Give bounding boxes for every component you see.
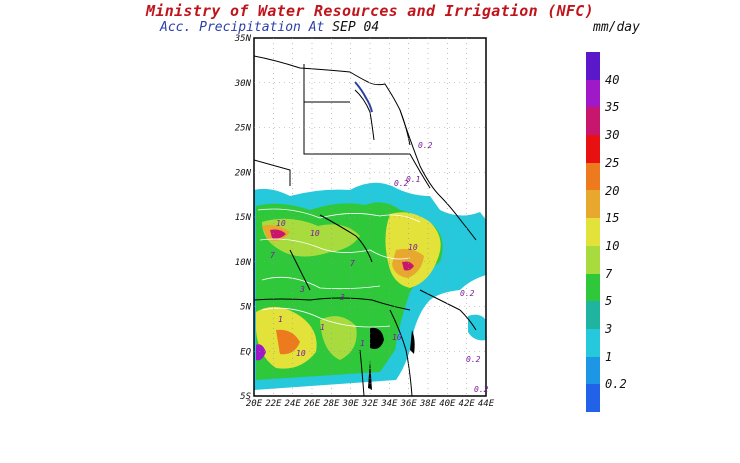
legend-level-label: 5 xyxy=(605,294,613,309)
lon-label: 44E xyxy=(478,399,495,409)
subtitle-date: SEP 04 xyxy=(332,20,380,35)
lake-tanganyika xyxy=(368,360,372,390)
contour-label: 0.2 xyxy=(460,289,475,298)
lon-label: 40E xyxy=(439,399,456,409)
lon-label: 28E xyxy=(323,399,340,409)
legend-level-label: 15 xyxy=(605,211,620,226)
lat-label: 15N xyxy=(235,213,252,223)
precip-area-core-west xyxy=(270,229,286,239)
lon-label: 36E xyxy=(400,399,418,409)
precipitation-legend xyxy=(586,52,600,412)
lon-label: 20E xyxy=(246,399,263,409)
lat-label: 30N xyxy=(234,79,252,89)
map-subtitle: Acc. Precipitation At SEP 04 xyxy=(160,20,379,35)
contour-label: 10 xyxy=(296,349,306,358)
legend-level-label: 20 xyxy=(605,183,620,198)
contour-label: 10 xyxy=(408,243,418,252)
subtitle-label: Acc. Precipitation xyxy=(160,20,301,35)
contour-label: 1 xyxy=(320,323,325,332)
lake-turkana xyxy=(410,330,415,354)
legend-swatch xyxy=(586,328,600,357)
lon-label: 30E xyxy=(342,399,360,409)
legend-swatch xyxy=(586,384,600,412)
legend-level-label: 10 xyxy=(605,238,620,253)
legend-level-label: 30 xyxy=(605,128,620,143)
precip-area-orange-south xyxy=(276,329,300,355)
precip-area-purple xyxy=(256,344,266,361)
contour-label: 1 xyxy=(360,339,365,348)
legend-level-label: 35 xyxy=(605,100,620,115)
contour-lines xyxy=(257,208,421,328)
legend-swatch xyxy=(586,79,600,108)
legend-swatch xyxy=(586,245,600,274)
legend-level-label: 25 xyxy=(605,155,620,170)
contour-label: 7 xyxy=(270,251,275,260)
contour-label: 7 xyxy=(350,259,355,268)
lat-label: 10N xyxy=(235,258,252,268)
contour-label: 0.2 xyxy=(418,141,433,150)
legend-level-label: 1 xyxy=(605,349,613,364)
longitude-labels: 20E 22E 24E 26E 28E 30E 32E 34E 36E 38E 40E 42E 44E xyxy=(246,399,495,409)
lake-victoria xyxy=(370,327,384,349)
precip-area-lightgreen-2 xyxy=(320,316,357,360)
contour-label: 3 xyxy=(299,285,305,294)
legend-level-label: 0.2 xyxy=(605,377,627,392)
gridlines xyxy=(254,38,486,396)
lon-label: 42E xyxy=(459,399,476,409)
contour-label: 10 xyxy=(310,229,320,238)
latitude-labels: 35N 30N 25N 20N 15N 10N 5N EQ 5S xyxy=(234,34,252,402)
legend-swatch xyxy=(586,107,600,136)
contour-label: 0.2 xyxy=(466,355,481,364)
lon-label: 32E xyxy=(361,399,379,409)
legend-level-label: 40 xyxy=(605,72,620,87)
legend-swatch xyxy=(586,162,600,191)
contour-label: 10 xyxy=(392,333,402,342)
subtitle-at: At xyxy=(308,20,325,35)
contour-label: 1 xyxy=(278,315,283,324)
lat-label: 5S xyxy=(240,392,251,402)
lon-label: 24E xyxy=(285,399,302,409)
land-borders xyxy=(253,55,477,397)
units-label: mm/day xyxy=(593,20,640,35)
precip-area-lightgreen-1 xyxy=(262,218,360,257)
lat-label: 35N xyxy=(234,34,252,44)
legend-swatch xyxy=(586,301,600,329)
contour-label: 0.2 xyxy=(474,385,489,394)
precip-area-core-east xyxy=(402,261,414,271)
legend-swatch xyxy=(586,52,600,80)
contour-label: 0.2 xyxy=(394,179,409,188)
lat-label: 20N xyxy=(235,168,252,178)
contour-label: 0.1 xyxy=(406,175,420,184)
legend-swatch xyxy=(586,218,600,246)
lon-label: 26E xyxy=(304,399,321,409)
legend-swatch xyxy=(586,356,600,385)
map-title: Ministry of Water Resources and Irrigati… xyxy=(146,2,594,20)
lat-label: EQ xyxy=(240,347,251,357)
lat-label: 5N xyxy=(240,303,251,313)
legend-level-label: 7 xyxy=(605,266,613,281)
legend-swatch xyxy=(586,135,600,163)
lat-label: 25N xyxy=(235,124,252,134)
lakes xyxy=(368,327,415,390)
contour-label: 3 xyxy=(339,293,345,302)
lon-label: 34E xyxy=(380,399,398,409)
nile-river xyxy=(354,81,373,113)
legend-level-label: 3 xyxy=(605,322,613,336)
legend-swatch xyxy=(586,190,600,219)
lon-label: 38E xyxy=(419,399,437,409)
legend-swatch xyxy=(586,273,600,302)
lon-label: 22E xyxy=(265,399,282,409)
contour-label: 10 xyxy=(276,219,286,228)
precip-area-cyan-coast xyxy=(468,314,486,341)
